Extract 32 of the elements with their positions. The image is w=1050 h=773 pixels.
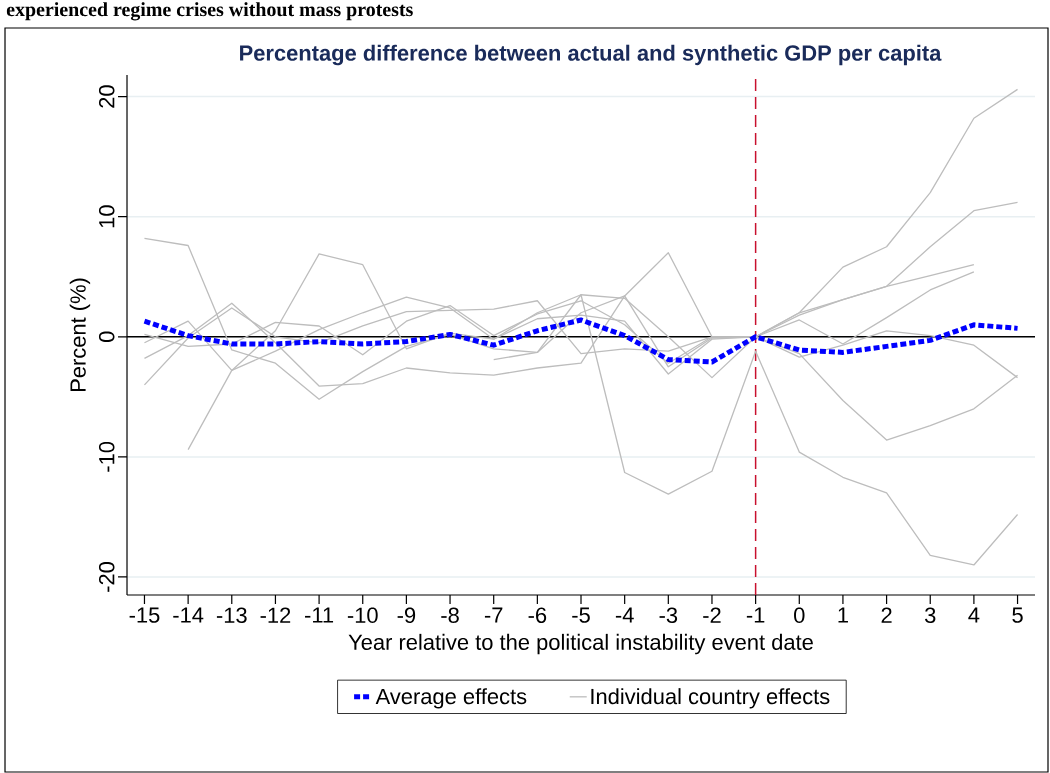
x-tick-label: 2 <box>881 607 892 623</box>
chart-title: Percentage difference between actual and synthetic GDP per capita <box>240 44 942 66</box>
x-tick-label: -9 <box>397 607 416 624</box>
text: experienced regime crises without mass protests <box>6 2 413 21</box>
legend-label: Individual country effects <box>591 688 830 709</box>
x-tick-label: -4 <box>615 607 634 623</box>
x-tick-label: -3 <box>659 607 678 624</box>
x-tick-label: 5 <box>1012 607 1023 623</box>
x-tick-label: -1 <box>746 607 765 623</box>
x-tick-label: -2 <box>703 607 721 623</box>
x-tick-label: -12 <box>260 607 291 623</box>
x-tick-label: 1 <box>838 607 848 623</box>
y-tick-label: 20 <box>98 85 115 108</box>
x-tick-label: -10 <box>347 607 378 624</box>
x-tick-label: -8 <box>441 607 459 624</box>
y-tick-label: 10 <box>98 205 115 228</box>
x-axis-title: Year relative to the political instability event date <box>348 633 813 655</box>
y-tick-label: 0 <box>98 331 115 343</box>
x-tick-label: -15 <box>129 607 160 623</box>
y-axis-title: Percent (%) <box>69 278 91 392</box>
y-tick-label: -20 <box>98 562 115 592</box>
x-tick-label: 4 <box>968 607 980 623</box>
x-tick-label: -13 <box>216 607 247 624</box>
y-tick-label: -10 <box>98 441 115 472</box>
x-tick-label: 0 <box>794 607 805 624</box>
legend-label: Average effects <box>375 688 527 709</box>
x-tick-label: 3 <box>924 607 936 624</box>
x-tick-label: -5 <box>572 607 590 623</box>
x-tick-label: -7 <box>484 607 503 623</box>
x-tick-label: -11 <box>305 607 334 623</box>
x-tick-label: -14 <box>173 607 204 623</box>
x-tick-label: -6 <box>528 607 547 624</box>
